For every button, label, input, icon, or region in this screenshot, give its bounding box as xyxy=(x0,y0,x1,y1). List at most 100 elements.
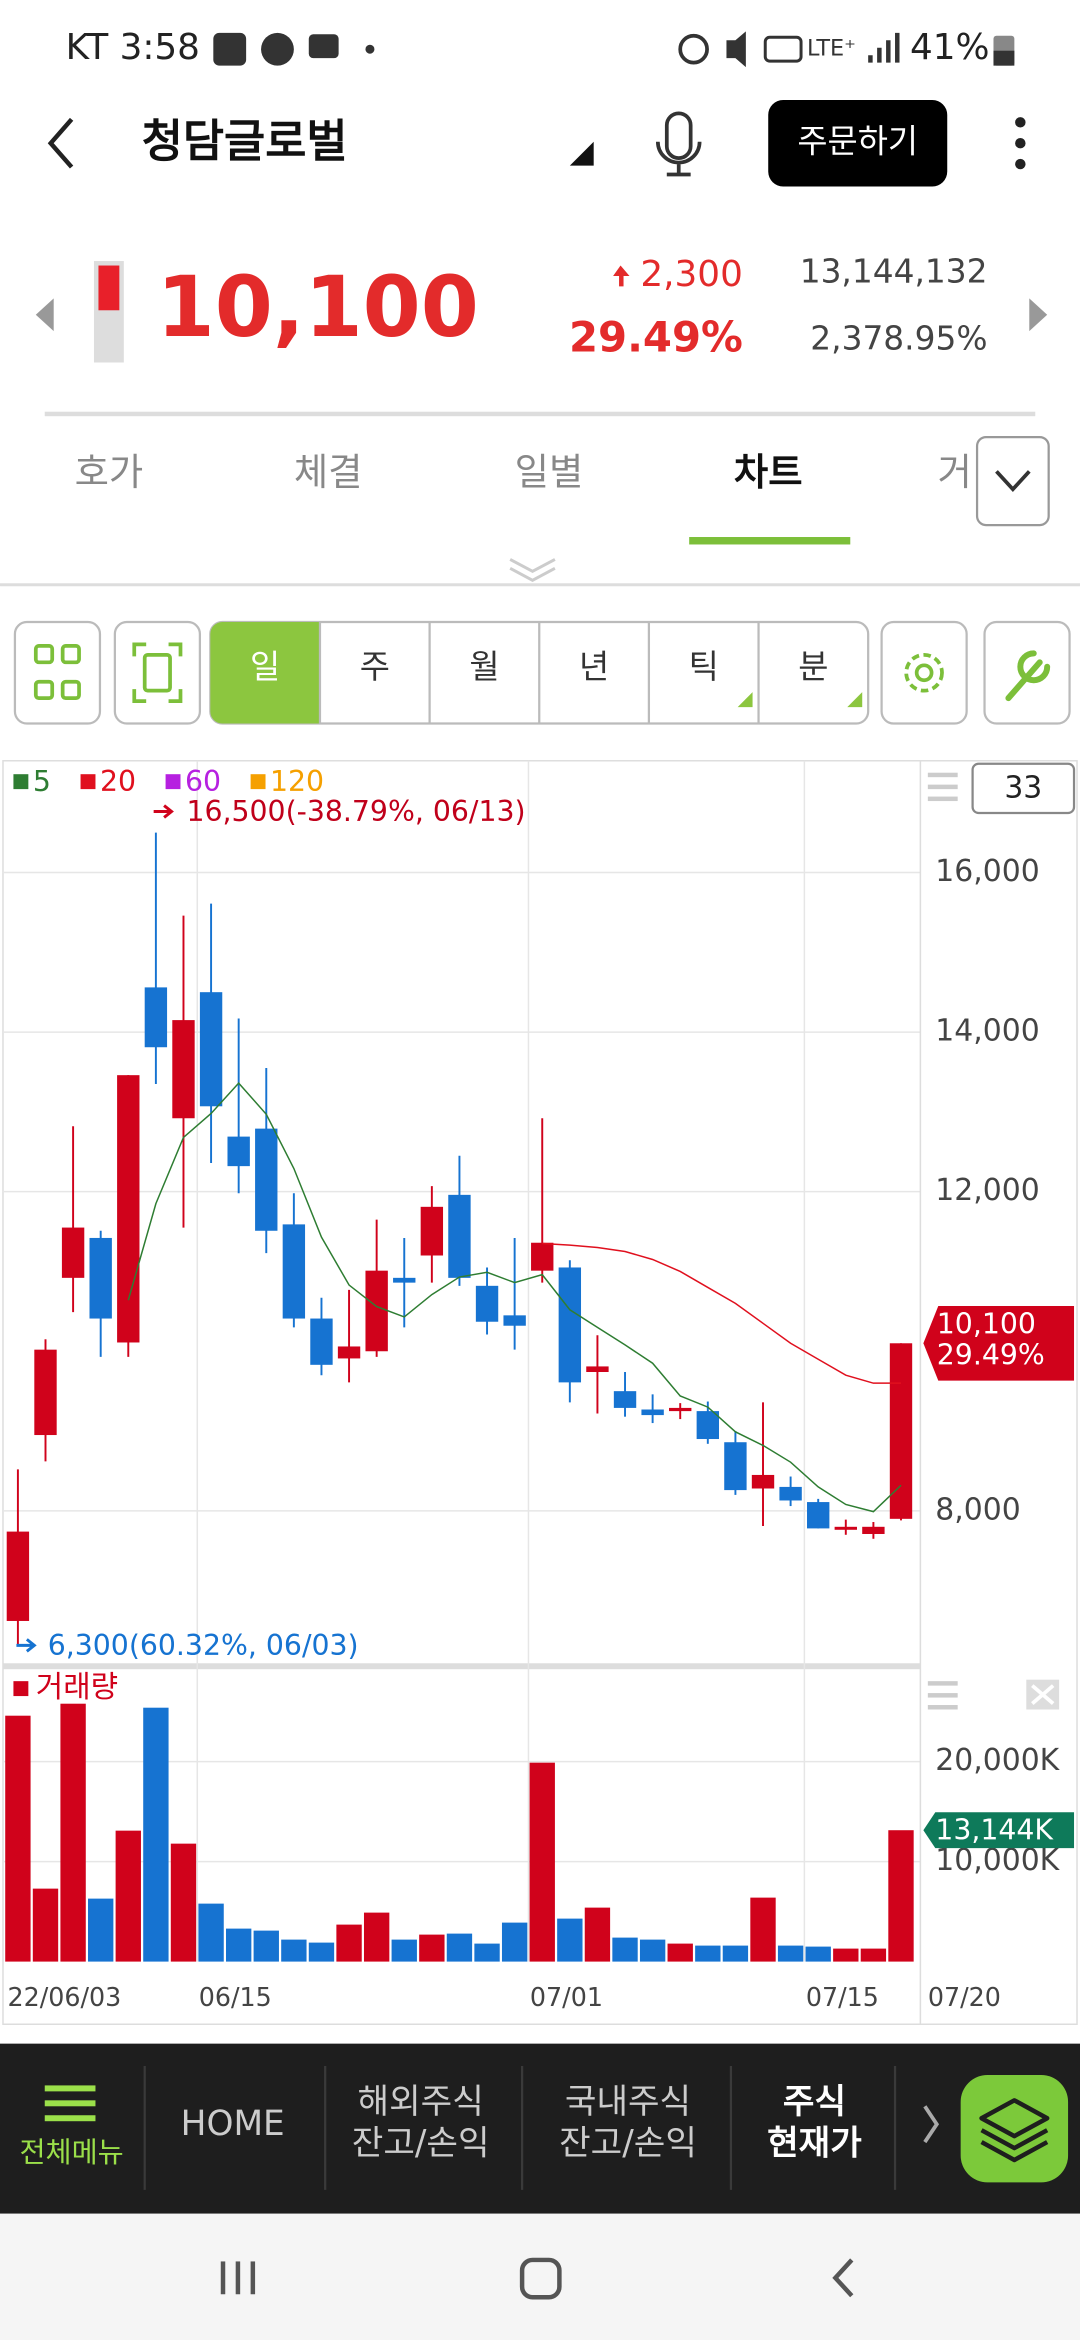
tab[interactable]: 일별 xyxy=(515,450,584,494)
candle-body xyxy=(393,1277,416,1283)
nav-item[interactable]: 잔고/손익 xyxy=(352,2124,490,2164)
volume-bar xyxy=(5,1715,31,1962)
candle-body xyxy=(448,1194,471,1278)
legend-label: 5 xyxy=(33,765,51,798)
status-time: KT 3:58 xyxy=(66,27,200,68)
y-tick-label: 8,000 xyxy=(935,1492,1020,1527)
candle-body xyxy=(475,1285,499,1322)
tab[interactable]: 체결 xyxy=(294,450,363,494)
nav-item[interactable]: 해외주식 xyxy=(358,2082,484,2122)
candle-body xyxy=(34,1349,57,1436)
volume-legend-swatch xyxy=(13,1681,29,1697)
y-tick-label: 12,000 xyxy=(935,1173,1039,1208)
stock-name[interactable]: 청담글로벌 xyxy=(142,115,348,168)
candle-body xyxy=(337,1346,361,1359)
home-button[interactable] xyxy=(519,2257,562,2300)
nav-item[interactable]: HOME xyxy=(181,2104,285,2144)
period-button[interactable]: 년 xyxy=(579,648,609,686)
candle-body xyxy=(255,1128,278,1231)
legend-label: 20 xyxy=(100,765,136,798)
tab[interactable]: 호가 xyxy=(75,450,144,494)
nav-item[interactable]: 잔고/손익 xyxy=(559,2124,697,2164)
volume-tick-label: 20,000K xyxy=(935,1743,1060,1778)
nav-item[interactable]: 국내주식 xyxy=(565,2082,691,2122)
nav-item[interactable]: 현재가 xyxy=(767,2124,862,2164)
volume-bar xyxy=(225,1928,252,1962)
candle-body xyxy=(282,1224,306,1319)
price-panel-menu[interactable] xyxy=(927,772,958,802)
bottom-nav xyxy=(0,2043,1080,2214)
volume-panel-close[interactable] xyxy=(1026,1679,1060,1710)
next-stock[interactable] xyxy=(1029,298,1048,332)
order-button[interactable] xyxy=(768,99,948,187)
more-button[interactable] xyxy=(1015,117,1026,170)
period-button[interactable]: 틱 xyxy=(689,648,719,686)
x-tick-label: 07/01 xyxy=(530,1982,603,2012)
price-tag-rate: 29.49% xyxy=(937,1339,1045,1372)
tab-bar: 호가 체결 일별 차트 거 xyxy=(75,450,972,494)
volume-bar xyxy=(501,1922,528,1962)
menu-icon[interactable] xyxy=(44,2085,96,2122)
volume-bar xyxy=(833,1948,859,1962)
price-tag-price: 10,100 xyxy=(937,1307,1036,1340)
candle-body xyxy=(144,987,168,1048)
period-button[interactable]: 주 xyxy=(360,648,390,686)
layout-button[interactable] xyxy=(13,620,102,725)
volume-bar xyxy=(308,1942,335,1962)
price-change: 2,300 xyxy=(640,254,742,295)
period-submenu-mark xyxy=(737,692,753,708)
candle-body xyxy=(531,1242,554,1271)
volume-bar xyxy=(143,1707,169,1962)
volume-panel-menu[interactable] xyxy=(927,1681,958,1710)
candle-body xyxy=(117,1075,140,1343)
candle-body xyxy=(420,1206,444,1256)
volume-bar xyxy=(777,1945,804,1962)
candle-body xyxy=(807,1502,830,1529)
volume-tick-label: 10,000K xyxy=(935,1843,1060,1878)
tab-dropdown-icon xyxy=(995,470,1031,493)
layout-icon xyxy=(33,644,81,700)
legend-swatch xyxy=(250,774,266,790)
x-tick-label: 06/15 xyxy=(199,1982,272,2012)
tab-dropdown[interactable] xyxy=(975,435,1050,527)
settings-button[interactable] xyxy=(880,620,968,725)
trade-volume: 13,144,132 xyxy=(800,252,988,290)
menu-label[interactable]: 전체메뉴 xyxy=(19,2136,123,2169)
candle-body xyxy=(724,1442,747,1491)
current-price: 10,100 xyxy=(157,258,479,356)
volume-bar xyxy=(722,1945,749,1962)
volume-bar xyxy=(32,1888,59,1962)
legend-swatch xyxy=(13,774,29,790)
mic-button[interactable] xyxy=(655,111,702,177)
back-nav-button[interactable] xyxy=(832,2258,854,2298)
candle-body xyxy=(503,1315,526,1326)
nav-item[interactable]: 주식 xyxy=(783,2082,846,2122)
tab[interactable]: 차트 xyxy=(734,450,803,494)
tab-indicator xyxy=(689,537,851,545)
tab[interactable]: 거 xyxy=(938,450,972,494)
quick-menu-button[interactable] xyxy=(960,2074,1069,2183)
candle-body xyxy=(172,1020,195,1119)
order-button-label[interactable]: 주문하기 xyxy=(797,123,918,161)
volume-bar xyxy=(446,1933,473,1962)
volume-bar xyxy=(860,1948,887,1962)
volume-bar xyxy=(60,1703,86,1962)
prev-stock[interactable] xyxy=(35,298,54,332)
expand-handle[interactable] xyxy=(509,558,556,582)
candle-body xyxy=(862,1526,885,1534)
period-button[interactable]: 분 xyxy=(798,648,828,686)
candle-count-box[interactable] xyxy=(971,762,1076,815)
period-button[interactable]: 일 xyxy=(250,648,280,686)
volume-bar xyxy=(612,1937,638,1962)
recents-button[interactable] xyxy=(220,2261,256,2295)
period-active-bg xyxy=(210,622,320,724)
volume-bar xyxy=(639,1939,666,1962)
candle-count: 33 xyxy=(1004,771,1042,806)
nav-scroll-right[interactable] xyxy=(923,2105,940,2144)
dropdown-indicator[interactable] xyxy=(569,141,594,166)
fullscreen-button[interactable] xyxy=(113,620,202,725)
period-button[interactable]: 월 xyxy=(469,648,499,686)
y-tick-label: 16,000 xyxy=(935,854,1039,889)
back-button[interactable] xyxy=(47,117,74,169)
